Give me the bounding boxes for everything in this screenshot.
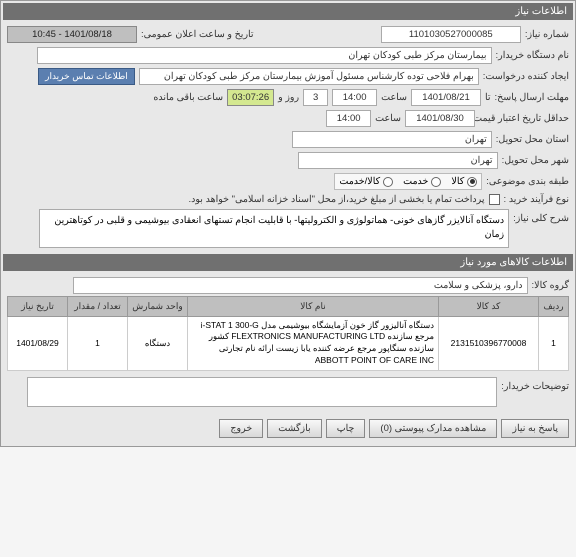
label-need-no: شماره نیاز:	[525, 29, 569, 40]
label-hour2: ساعت	[375, 113, 401, 124]
checkbox-purchase[interactable]	[489, 194, 500, 205]
cell-name: دستگاه آنالیزور گاز خون آزمایشگاه بیوشیم…	[188, 316, 439, 371]
field-requester: بهرام فلاحی توده کارشناس مسئول آموزش بیم…	[139, 68, 479, 85]
cell-qty: 1	[68, 316, 128, 371]
attachments-button[interactable]: مشاهده مدارک پیوستی (0)	[369, 419, 497, 438]
radio-service[interactable]: خدمت	[403, 176, 441, 187]
radio-service-label: خدمت	[403, 176, 428, 187]
category-group: کالا خدمت کالا/خدمت	[334, 173, 482, 190]
label-send-deadline: مهلت ارسال پاسخ:	[495, 92, 569, 103]
print-button[interactable]: چاپ	[326, 419, 366, 438]
label-buyer-notes: توضیحات خریدار:	[501, 377, 569, 392]
label-purchase-type: نوع فرآیند خرید :	[504, 194, 569, 205]
field-province: تهران	[292, 131, 492, 148]
label-announce-date: تاریخ و ساعت اعلان عمومی:	[141, 29, 254, 40]
radio-goods[interactable]: کالا	[451, 176, 477, 187]
field-city: تهران	[298, 152, 498, 169]
field-price-valid-date: 1401/08/30	[405, 110, 475, 127]
radio-both[interactable]: کالا/خدمت	[339, 176, 393, 187]
col-qty: تعداد / مقدار	[68, 296, 128, 316]
respond-button[interactable]: پاسخ به نیاز	[501, 419, 569, 438]
radio-service-circle	[431, 177, 441, 187]
label-buyer-org: نام دستگاه خریدار:	[496, 50, 570, 61]
field-price-valid-hour: 14:00	[326, 110, 371, 127]
label-requester: ایجاد کننده درخواست:	[483, 71, 569, 82]
radio-both-label: کالا/خدمت	[339, 176, 380, 187]
col-no: ردیف	[539, 296, 569, 316]
table-row[interactable]: 1 2131510396770008 دستگاه آنالیزور گاز خ…	[8, 316, 569, 371]
label-city: شهر محل تحویل:	[502, 155, 569, 166]
items-table: ردیف کد کالا نام کالا واحد شمارش تعداد /…	[7, 296, 569, 372]
field-buyer-notes	[27, 377, 497, 407]
label-to: تا	[485, 92, 491, 103]
field-send-from-hour: 14:00	[332, 89, 377, 106]
section-header-items: اطلاعات کالاهای مورد نیاز	[3, 254, 573, 271]
label-purchase-desc: پرداخت تمام یا بخشی از مبلغ خرید،از محل …	[189, 194, 485, 205]
cell-code: 2131510396770008	[439, 316, 539, 371]
field-days: 3	[303, 89, 328, 106]
col-code: کد کالا	[439, 296, 539, 316]
label-general-desc: شرح کلی نیاز:	[513, 209, 569, 224]
back-button[interactable]: بازگشت	[267, 419, 321, 438]
field-goods-group: دارو، پزشکی و سلامت	[73, 277, 528, 294]
radio-goods-label: کالا	[451, 176, 464, 187]
field-buyer-org: بیمارستان مرکز طبی کودکان تهران	[37, 47, 492, 64]
radio-both-circle	[383, 177, 393, 187]
contact-buyer-button[interactable]: اطلاعات تماس خریدار	[38, 68, 135, 85]
label-hour-remain: ساعت باقی مانده	[153, 92, 223, 103]
label-category: طبقه بندی موضوعی:	[486, 176, 569, 187]
field-need-no: 1101030527000085	[381, 26, 521, 43]
field-send-from-date: 1401/08/21	[411, 89, 481, 106]
cell-date: 1401/08/29	[8, 316, 68, 371]
label-price-valid: حداقل تاریخ اعتبار قیمت: تا تاریخ:	[479, 113, 569, 124]
label-goods-group: گروه کالا:	[532, 280, 569, 291]
cell-no: 1	[539, 316, 569, 371]
col-name: نام کالا	[188, 296, 439, 316]
field-announce-date: 1401/08/18 - 10:45	[7, 26, 137, 43]
label-day-and: روز و	[278, 92, 299, 103]
label-province: استان محل تحویل:	[496, 134, 569, 145]
cell-unit: دستگاه	[128, 316, 188, 371]
col-unit: واحد شمارش	[128, 296, 188, 316]
label-hour1: ساعت	[381, 92, 407, 103]
section-header-need-info: اطلاعات نیاز	[3, 3, 573, 20]
exit-button[interactable]: خروج	[219, 419, 263, 438]
radio-goods-circle	[467, 177, 477, 187]
field-time-remaining: 03:07:26	[227, 89, 274, 106]
col-date: تاریخ نیاز	[8, 296, 68, 316]
field-general-desc: دستگاه آنالایزر گازهای خونی- هماتولوژی و…	[39, 209, 509, 248]
